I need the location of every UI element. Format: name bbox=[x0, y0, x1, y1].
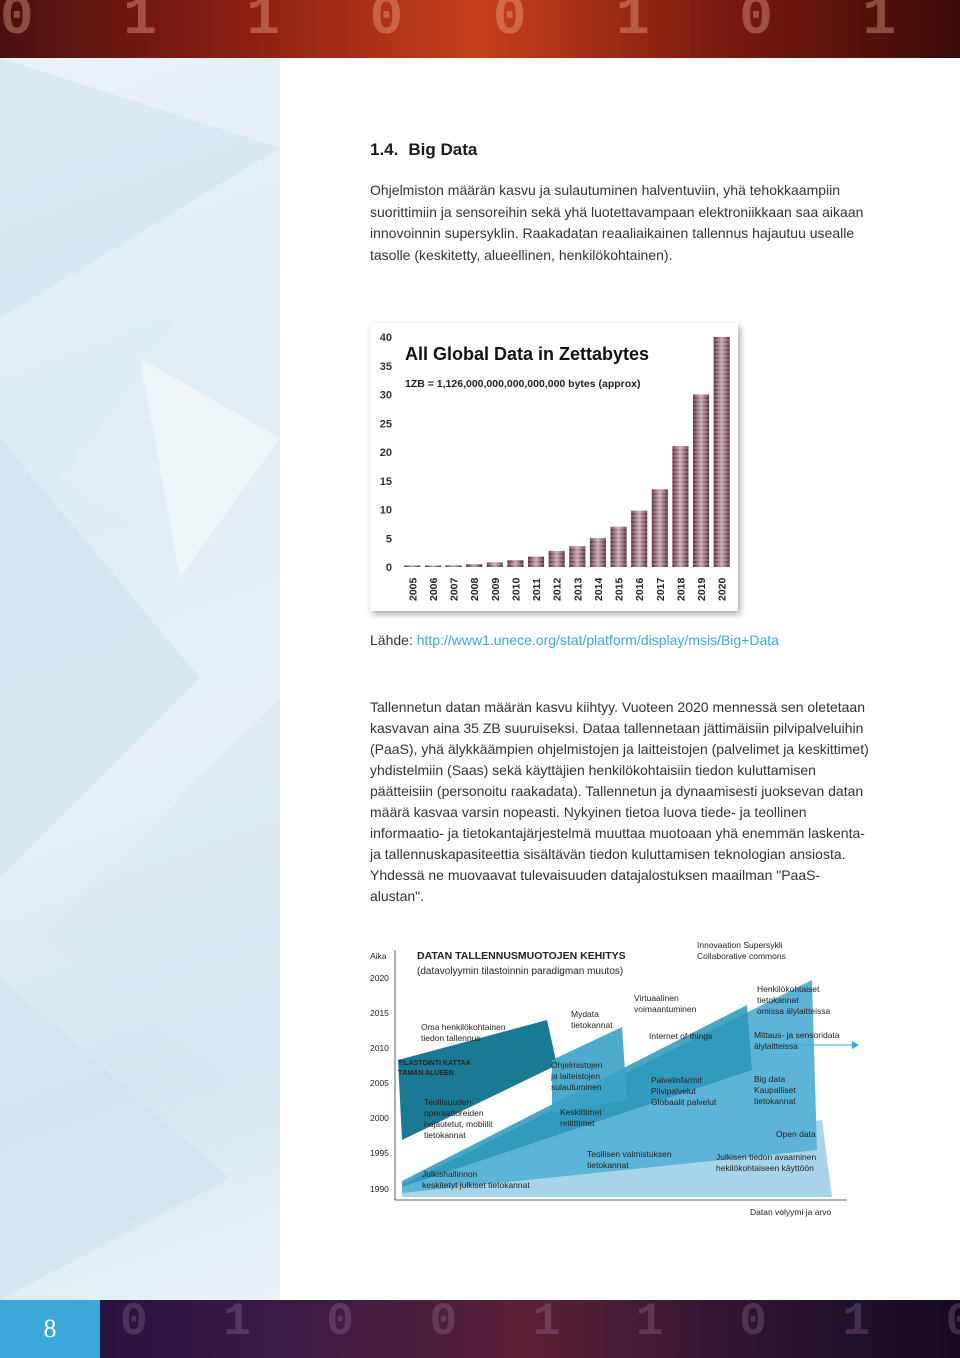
section-number: 1.4. bbox=[370, 140, 399, 159]
bar-texture bbox=[713, 337, 730, 567]
bar-texture bbox=[589, 538, 606, 567]
source-line: Lähde: http://www1.unece.org/stat/platfo… bbox=[370, 632, 890, 648]
x-tick-label: 2011 bbox=[531, 578, 543, 601]
bar-texture bbox=[404, 565, 421, 567]
y-tick-label: 35 bbox=[380, 361, 392, 373]
label-mydata: Mydata tietokannat bbox=[571, 1009, 613, 1030]
label-hubs-routers: Keskittimet reitittimet bbox=[560, 1107, 602, 1128]
wedge-software-hardware bbox=[552, 1027, 627, 1113]
diagram-subtitle: (datavolyymin tilastoinnin paradigman mu… bbox=[417, 966, 624, 977]
bar-texture bbox=[693, 394, 710, 567]
y-tick-label: 10 bbox=[380, 505, 392, 517]
bar-texture bbox=[548, 550, 565, 567]
intro-paragraph: Ohjelmiston määrän kasvu ja sulautuminen… bbox=[370, 182, 864, 263]
label-big-data: Big data Kaupalliset tietokannat bbox=[754, 1074, 796, 1106]
label-statistics-scope: TILASTOINTI KATTAA TÄMÄN ALUEEN bbox=[398, 1060, 471, 1077]
bar-texture bbox=[528, 556, 545, 567]
x-tick-label: 2017 bbox=[655, 577, 667, 601]
x-tick-label: 2012 bbox=[552, 577, 564, 601]
x-tick-label: 2015 bbox=[614, 577, 626, 601]
x-tick-label: 2010 bbox=[510, 577, 522, 601]
label-open-data: Open data bbox=[776, 1129, 816, 1139]
x-tick-label: 2005 bbox=[407, 577, 419, 601]
chart-subtitle: 1ZB = 1,126,000,000,000,000,000 bytes (a… bbox=[405, 378, 641, 390]
bar-texture bbox=[651, 489, 668, 567]
bar-texture bbox=[672, 446, 689, 567]
bar-texture bbox=[424, 565, 441, 567]
body-paragraph: Tallennetun datan määrän kasvu kiihtyy. … bbox=[370, 699, 869, 904]
year-label: 2000 bbox=[370, 1113, 389, 1123]
bar-texture bbox=[569, 546, 586, 567]
top-decorative-banner: 0 1 1 0 0 1 0 1 1 0 1 0 bbox=[0, 0, 960, 58]
label-public-administration: Julkishallinnon keskitetyt julkiset tieto… bbox=[422, 1169, 530, 1190]
y-tick-label: 40 bbox=[380, 332, 392, 344]
x-axis-label: Datan volyymi ja arvo bbox=[750, 1207, 832, 1217]
side-decorative-panel bbox=[0, 58, 280, 1300]
year-label: 2015 bbox=[370, 1008, 389, 1018]
global-data-chart: 0 5 10 15 20 25 30 35 40 All Global Data in Zetta… bbox=[370, 323, 738, 611]
section-heading: 1.4. Big Data bbox=[370, 140, 890, 160]
bottom-decorative-banner: 0 1 0 0 1 1 0 1 0 bbox=[0, 1300, 960, 1358]
y-tick-label: 15 bbox=[380, 476, 392, 488]
year-label: 1995 bbox=[370, 1148, 389, 1158]
bar-texture bbox=[631, 510, 648, 567]
x-tick-label: 2007 bbox=[449, 577, 461, 601]
bar-chart: 0 5 10 15 20 25 30 35 40 All Global Data in Zetta… bbox=[380, 332, 730, 601]
bar-texture bbox=[486, 562, 503, 567]
x-tick-label: 2009 bbox=[490, 577, 502, 601]
arrow-head-icon bbox=[852, 1041, 859, 1049]
bar-texture bbox=[466, 564, 483, 567]
label-manufacturing-databases: Teollisen valmistuksen tietokannat bbox=[587, 1149, 672, 1170]
x-tick-label: 2013 bbox=[572, 577, 584, 601]
chart-title: All Global Data in Zettabytes bbox=[405, 344, 649, 364]
label-sensor-data: Mittaus- ja sensoridata älylaitteissa bbox=[754, 1030, 840, 1051]
label-industry-operators: Teollisuuden operaattoreiden hajautetut, m… bbox=[424, 1097, 493, 1140]
y-axis-label: Aika bbox=[370, 951, 387, 961]
x-tick-label: 2014 bbox=[593, 577, 605, 601]
y-tick-label: 0 bbox=[386, 562, 392, 574]
label-internet-of-things: Internet of things bbox=[649, 1031, 713, 1041]
data-storage-evolution-diagram: Aika 2020 2015 2010 2005 2000 1995 1990 … bbox=[362, 935, 862, 1220]
bar-texture bbox=[507, 560, 524, 567]
x-tick-label: 2016 bbox=[634, 577, 646, 601]
label-software-hardware: Ohjelmistojen ja laiteistojen sulautuminen bbox=[551, 1060, 603, 1092]
x-tick-label: 2008 bbox=[469, 577, 481, 601]
x-tick-label: 2020 bbox=[717, 577, 729, 601]
label-public-data-opening: Julkisen tiedon avaaminen hekilökohtaisee… bbox=[716, 1152, 817, 1173]
diagram-shapes bbox=[394, 950, 859, 1201]
year-label: 2010 bbox=[370, 1043, 389, 1053]
source-label: Lähde: bbox=[370, 632, 413, 648]
wedge-statistics-scope bbox=[398, 1020, 557, 1140]
y-tick-label: 25 bbox=[380, 418, 392, 430]
binary-digits-decoration: 0 1 1 0 0 1 0 1 1 0 1 0 bbox=[0, 0, 960, 50]
year-label: 2020 bbox=[370, 973, 389, 983]
geometric-shapes-decoration bbox=[0, 58, 280, 1300]
y-tick-label: 30 bbox=[380, 390, 392, 402]
label-innovation: Innovaation Supersykli Collaborative comm… bbox=[697, 940, 786, 961]
binary-digits-decoration: 0 1 0 0 1 1 0 1 0 bbox=[120, 1300, 960, 1348]
body-text: Tallennetun datan määrän kasvu kiihtyy. … bbox=[370, 697, 870, 907]
label-server-farms: Palvelinfarmit Pilvipalvelut Globaalit pal… bbox=[651, 1075, 717, 1107]
bar-texture bbox=[445, 565, 462, 567]
year-label: 2005 bbox=[370, 1078, 389, 1088]
x-tick-label: 2006 bbox=[428, 577, 440, 601]
label-personal-storage: Oma henkilökohtainen tiedon tallennus bbox=[421, 1022, 506, 1043]
label-personal-databases: Henkilökohtaiset tietokannat omissa älylai… bbox=[757, 984, 831, 1016]
y-tick-label: 20 bbox=[380, 447, 392, 459]
section-title: Big Data bbox=[408, 140, 478, 159]
diagram-title: DATAN TALLENNUSMUOTOJEN KEHITYS bbox=[417, 950, 626, 962]
bar-texture bbox=[610, 526, 627, 567]
x-tick-label: 2018 bbox=[675, 577, 687, 601]
page-number: 8 bbox=[0, 1300, 100, 1358]
x-tick-label: 2019 bbox=[696, 577, 708, 601]
y-tick-label: 5 bbox=[386, 533, 392, 545]
year-label: 1990 bbox=[370, 1184, 389, 1194]
label-virtual-empowerment: Virtuaalinen voimaantuminen bbox=[634, 993, 697, 1014]
source-link[interactable]: http://www1.unece.org/stat/platform/disp… bbox=[416, 632, 779, 648]
